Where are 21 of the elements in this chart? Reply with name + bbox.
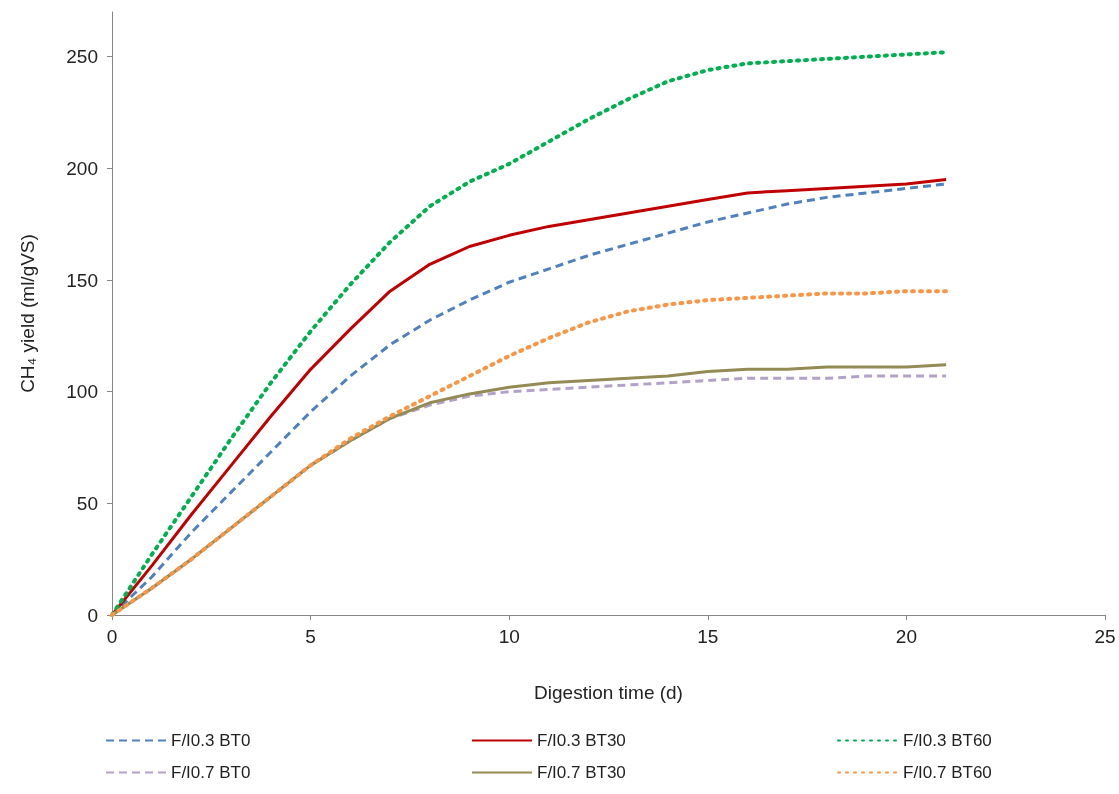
y-tick-label: 50 — [76, 492, 98, 514]
y-tick-label: 0 — [87, 604, 98, 626]
x-tick-label: 20 — [895, 626, 917, 647]
y-axis-title: CH₄ yield (ml/gVS) — [17, 234, 38, 393]
y-tick-label: 100 — [66, 381, 98, 403]
x-tick-label: 25 — [1094, 626, 1116, 647]
x-tick-label: 5 — [305, 626, 316, 647]
x-tick-label: 15 — [697, 626, 719, 647]
legend-label: F/I0.3 BT60 — [903, 731, 992, 750]
legend-label: F/I0.3 BT30 — [537, 731, 626, 750]
line-series — [110, 289, 949, 617]
legend-label: F/I0.7 BT60 — [903, 763, 992, 782]
x-axis-title: Digestion time (d) — [534, 682, 683, 703]
x-tick-label: 0 — [106, 626, 118, 647]
y-tick-label: 250 — [66, 46, 98, 68]
x-tick-label: 10 — [498, 626, 520, 647]
legend-label: F/I0.3 BT0 — [171, 731, 251, 750]
legend-label: F/I0.7 BT0 — [171, 763, 251, 782]
legend-label: F/I0.7 BT30 — [537, 763, 626, 782]
y-tick-label: 200 — [66, 157, 98, 179]
y-tick-label: 150 — [66, 269, 98, 291]
